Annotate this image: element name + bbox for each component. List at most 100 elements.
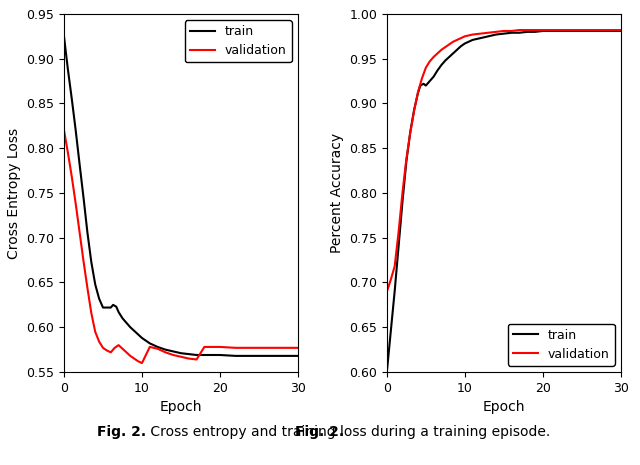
train bbox=[95, 296, 103, 301]
Text: Fig. 2. Cross entropy and training loss during a training episode.: Fig. 2. Cross entropy and training loss … bbox=[0, 464, 1, 465]
validation bbox=[146, 344, 154, 350]
Legend: train, validation: train, validation bbox=[185, 20, 292, 62]
train bbox=[209, 352, 216, 358]
validation bbox=[193, 357, 200, 362]
train bbox=[457, 43, 465, 49]
validation bbox=[406, 130, 414, 136]
train bbox=[200, 352, 208, 358]
Text: Fig. 2.: Fig. 2. bbox=[0, 464, 1, 465]
validation bbox=[484, 30, 492, 35]
validation bbox=[115, 342, 122, 348]
validation bbox=[492, 29, 500, 34]
train bbox=[60, 33, 68, 39]
validation bbox=[107, 350, 115, 355]
validation bbox=[161, 350, 169, 355]
validation bbox=[122, 350, 130, 355]
train bbox=[399, 199, 406, 205]
train bbox=[84, 230, 92, 235]
validation bbox=[111, 345, 118, 351]
train bbox=[395, 244, 403, 249]
validation bbox=[617, 27, 625, 33]
Line: train: train bbox=[64, 36, 298, 356]
train bbox=[586, 28, 593, 34]
validation bbox=[414, 89, 422, 94]
validation bbox=[449, 39, 457, 45]
validation bbox=[72, 201, 79, 206]
validation bbox=[294, 345, 302, 351]
validation bbox=[516, 27, 524, 33]
train bbox=[602, 28, 609, 34]
validation bbox=[131, 356, 138, 361]
validation bbox=[500, 28, 508, 34]
Line: train: train bbox=[387, 31, 621, 372]
train bbox=[442, 58, 449, 63]
validation bbox=[88, 310, 95, 316]
train bbox=[516, 30, 524, 35]
validation bbox=[555, 27, 563, 33]
validation bbox=[468, 32, 476, 37]
validation bbox=[278, 345, 286, 351]
Text: Fig. 2.: Fig. 2. bbox=[296, 425, 344, 439]
train bbox=[570, 28, 578, 34]
validation bbox=[477, 31, 484, 36]
validation bbox=[92, 329, 99, 334]
train bbox=[138, 335, 146, 341]
Line: validation: validation bbox=[387, 30, 621, 292]
train bbox=[134, 332, 142, 337]
validation bbox=[103, 348, 111, 353]
train bbox=[72, 127, 79, 133]
train bbox=[492, 32, 500, 37]
validation bbox=[383, 289, 390, 294]
train bbox=[247, 353, 255, 359]
validation bbox=[445, 41, 453, 47]
train bbox=[216, 352, 224, 358]
train bbox=[414, 90, 422, 95]
train bbox=[434, 67, 442, 73]
train bbox=[461, 41, 468, 46]
train bbox=[193, 352, 200, 358]
train bbox=[278, 353, 286, 359]
train bbox=[161, 347, 169, 352]
validation bbox=[442, 44, 449, 50]
validation bbox=[430, 54, 438, 60]
train bbox=[438, 62, 445, 68]
validation bbox=[403, 156, 410, 162]
validation bbox=[263, 345, 271, 351]
validation bbox=[76, 230, 83, 235]
train bbox=[539, 28, 547, 34]
train bbox=[430, 74, 438, 80]
Y-axis label: Percent Accuracy: Percent Accuracy bbox=[330, 133, 344, 253]
validation bbox=[68, 174, 76, 179]
validation bbox=[99, 345, 107, 351]
validation bbox=[531, 27, 539, 33]
validation bbox=[457, 35, 465, 41]
validation bbox=[434, 51, 442, 56]
train bbox=[617, 28, 625, 34]
train bbox=[232, 353, 239, 359]
train bbox=[154, 344, 161, 350]
validation bbox=[247, 345, 255, 351]
validation bbox=[209, 344, 216, 350]
validation bbox=[586, 27, 593, 33]
validation bbox=[138, 360, 146, 366]
train bbox=[524, 29, 531, 34]
train bbox=[170, 349, 177, 354]
train bbox=[417, 83, 424, 88]
validation bbox=[453, 37, 461, 43]
train bbox=[146, 340, 154, 346]
Line: validation: validation bbox=[64, 130, 298, 363]
train bbox=[122, 320, 130, 325]
train bbox=[79, 195, 87, 200]
X-axis label: Epoch: Epoch bbox=[483, 400, 525, 414]
train bbox=[177, 351, 185, 356]
validation bbox=[465, 33, 472, 38]
train bbox=[76, 161, 83, 167]
train bbox=[127, 325, 134, 330]
validation bbox=[95, 339, 103, 345]
train bbox=[500, 31, 508, 36]
train bbox=[113, 304, 120, 309]
train bbox=[465, 39, 472, 45]
validation bbox=[539, 27, 547, 33]
validation bbox=[461, 33, 468, 39]
validation bbox=[177, 354, 185, 359]
